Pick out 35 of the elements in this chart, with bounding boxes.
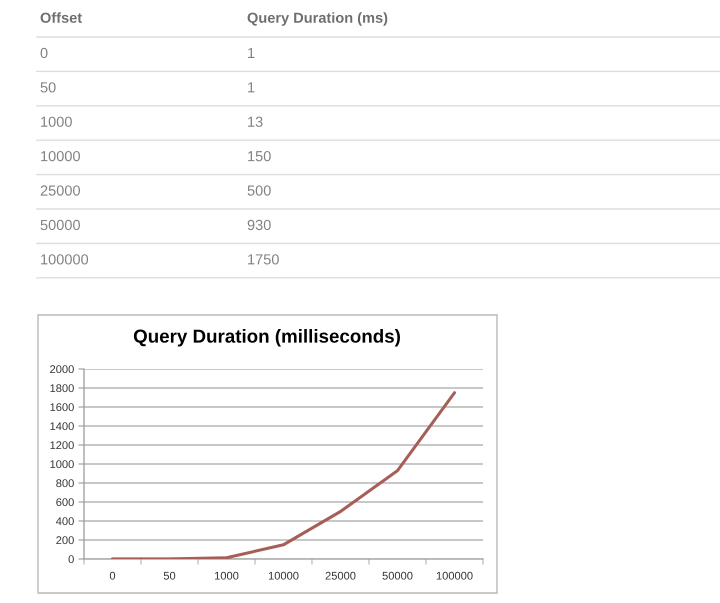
category-label: 25000 (40, 185, 80, 196)
text: Query Duration (ms) (248, 12, 388, 26)
data-label: 150 (248, 150, 271, 162)
y-tick-label: 1800 (50, 384, 74, 392)
data-label: 930 (248, 220, 271, 230)
y-tick-label: 1200 (50, 441, 74, 450)
category-label: 10000 (41, 150, 80, 162)
x-tick-label: 100000 (436, 572, 473, 580)
x-tick-label: 10000 (268, 572, 299, 580)
y-tick-label: 600 (56, 498, 74, 506)
y-tick-label: 200 (56, 536, 74, 544)
y-tick-label: 1400 (50, 422, 74, 430)
data-label: 500 (248, 185, 271, 196)
x-tick-label: 50000 (382, 572, 413, 580)
y-tick-label: 400 (56, 517, 74, 526)
y-tick-label: 800 (56, 479, 74, 488)
y-tick-label: 1000 (50, 460, 74, 468)
y-tick-label: 1600 (50, 403, 74, 412)
text: Offset (40, 12, 82, 23)
data-label: 1750 (248, 254, 279, 265)
x-tick-label: 25000 (326, 572, 356, 580)
data-label: 13 (248, 116, 263, 127)
data-label: 1 (248, 48, 254, 58)
chart-title: Query Duration (milliseconds) (134, 329, 400, 346)
y-tick-label: 0 (68, 555, 74, 564)
y-tick-label: 2000 (50, 365, 74, 374)
category-label: 0 (40, 48, 48, 58)
x-tick-label: 50 (164, 572, 176, 580)
x-tick-label: 1000 (214, 572, 238, 580)
line-series (110, 391, 456, 559)
category-label: 50 (40, 82, 56, 93)
category-label: 100000 (41, 254, 88, 265)
data-label: 1 (248, 82, 254, 92)
category-label: 50000 (40, 220, 80, 230)
x-tick-label: 0 (110, 572, 116, 580)
